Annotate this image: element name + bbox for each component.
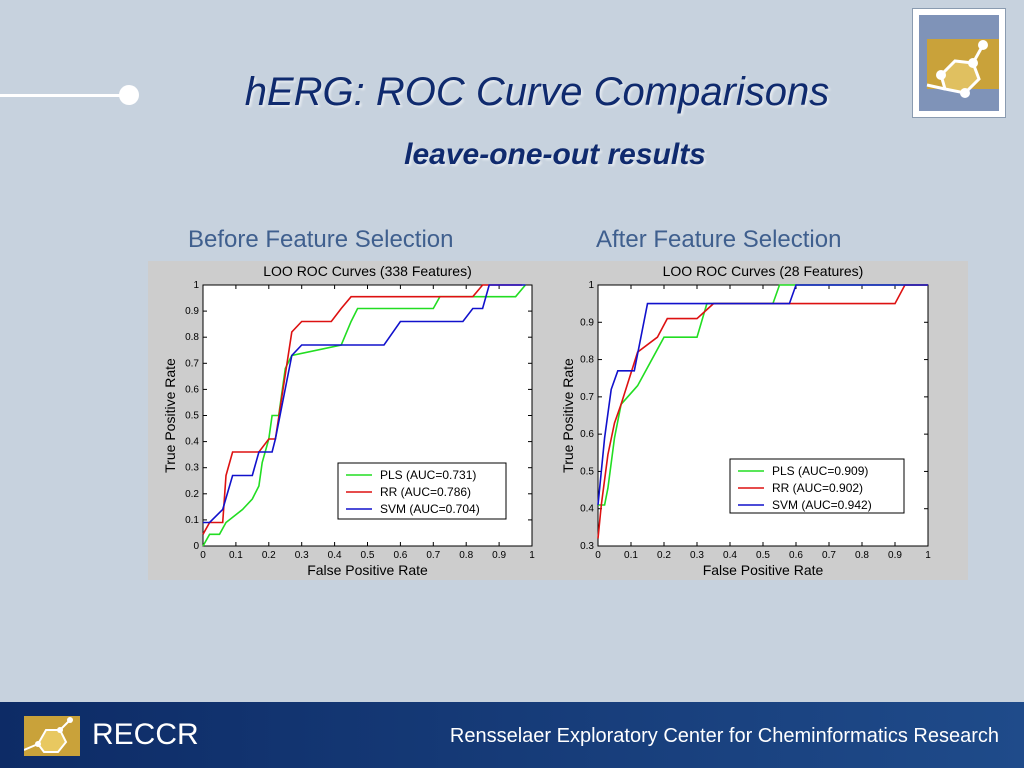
y-tick-label: 0.3 — [580, 541, 594, 552]
y-tick-label: 0.9 — [580, 317, 594, 328]
y-axis-label: True Positive Rate — [560, 358, 576, 473]
y-tick-label: 0.4 — [580, 504, 594, 515]
roc-curve-svm — [597, 284, 928, 506]
legend-entry: SVM (AUC=0.942) — [772, 498, 872, 512]
y-tick-label: 0.1 — [185, 515, 199, 526]
y-tick-label: 0.8 — [185, 332, 199, 343]
caption-before: Before Feature Selection — [188, 226, 454, 253]
roc-chart-after: 0 0.1 0.2 0.3 0.4 0.5 0.6 0.7 0.8 0.9 1 0.3 0.4 0.5 0.… — [560, 263, 931, 578]
y-tick-label: 0.7 — [185, 358, 199, 369]
y-tick-label: 0.5 — [185, 411, 199, 422]
slide-subtitle: leave-one-out results — [404, 138, 706, 171]
roc-curve-svm — [203, 284, 526, 524]
decorative-dot — [119, 85, 139, 105]
caption-after: After Feature Selection — [596, 226, 842, 253]
molecule-logo-icon — [23, 716, 80, 756]
x-tick-label: 0.5 — [361, 550, 375, 561]
roc-chart-before: 0 0.1 0.2 0.3 0.4 0.5 0.6 0.7 0.8 0.9 1 0 0.1 0.2 0.3 0… — [162, 263, 535, 578]
x-tick-label: 0.2 — [262, 550, 276, 561]
molecule-logo-icon — [919, 15, 999, 111]
x-tick-label: 0.9 — [888, 550, 902, 561]
decorative-line — [0, 94, 126, 97]
y-tick-label: 0.7 — [580, 392, 594, 403]
x-tick-label: 1 — [529, 550, 535, 561]
y-tick-label: 0.6 — [580, 429, 594, 440]
legend-box — [729, 458, 905, 514]
roc-curve-rr — [597, 284, 928, 539]
x-tick-label: 0 — [595, 550, 601, 561]
footer-brand: RECCR — [92, 718, 199, 751]
x-tick-label: 0.6 — [393, 550, 407, 561]
x-tick-label: 0.4 — [328, 550, 342, 561]
x-tick-label: 0.6 — [789, 550, 803, 561]
x-axis-label: False Positive Rate — [703, 562, 824, 578]
y-tick-label: 0.9 — [185, 306, 199, 317]
y-tick-label: 0 — [193, 541, 199, 552]
x-tick-label: 0.1 — [624, 550, 638, 561]
x-tick-label: 0.8 — [855, 550, 869, 561]
y-tick-label: 0.6 — [185, 384, 199, 395]
legend-entry: PLS (AUC=0.909) — [772, 464, 868, 478]
legend-entry: RR (AUC=0.902) — [772, 481, 863, 495]
footer-bar: RECCR Rensselaer Exploratory Center for … — [0, 702, 1024, 768]
x-tick-label: 0 — [200, 550, 206, 561]
x-tick-label: 1 — [925, 550, 931, 561]
x-tick-label: 0.5 — [756, 550, 770, 561]
x-tick-label: 0.7 — [426, 550, 440, 561]
top-right-logo — [912, 8, 1006, 118]
x-tick-label: 0.1 — [229, 550, 243, 561]
y-tick-label: 0.2 — [185, 489, 199, 500]
x-tick-label: 0.8 — [459, 550, 473, 561]
x-tick-label: 0.4 — [723, 550, 737, 561]
x-tick-label: 0.3 — [295, 550, 309, 561]
slide-title: hERG: ROC Curve Comparisons — [244, 70, 830, 114]
y-axis-label: True Positive Rate — [162, 358, 178, 473]
x-tick-label: 0.9 — [492, 550, 506, 561]
legend-entry: PLS (AUC=0.731) — [380, 468, 476, 482]
chart-title: LOO ROC Curves (338 Features) — [263, 263, 472, 279]
footer-organization: Rensselaer Exploratory Center for Chemin… — [449, 725, 999, 747]
y-tick-label: 1 — [193, 280, 199, 291]
x-tick-label: 0.3 — [690, 550, 704, 561]
y-tick-label: 1 — [588, 280, 594, 291]
y-tick-label: 0.3 — [185, 463, 199, 474]
legend-entry: SVM (AUC=0.704) — [380, 502, 480, 516]
x-tick-label: 0.7 — [822, 550, 836, 561]
x-axis-label: False Positive Rate — [307, 562, 428, 578]
roc-curve-rr — [202, 284, 523, 535]
y-tick-label: 0.5 — [580, 466, 594, 477]
y-tick-label: 0.8 — [580, 355, 594, 366]
legend-entry: RR (AUC=0.786) — [380, 485, 471, 499]
y-tick-label: 0.4 — [185, 437, 199, 448]
x-tick-label: 0.2 — [657, 550, 671, 561]
chart-title: LOO ROC Curves (28 Features) — [663, 263, 864, 279]
